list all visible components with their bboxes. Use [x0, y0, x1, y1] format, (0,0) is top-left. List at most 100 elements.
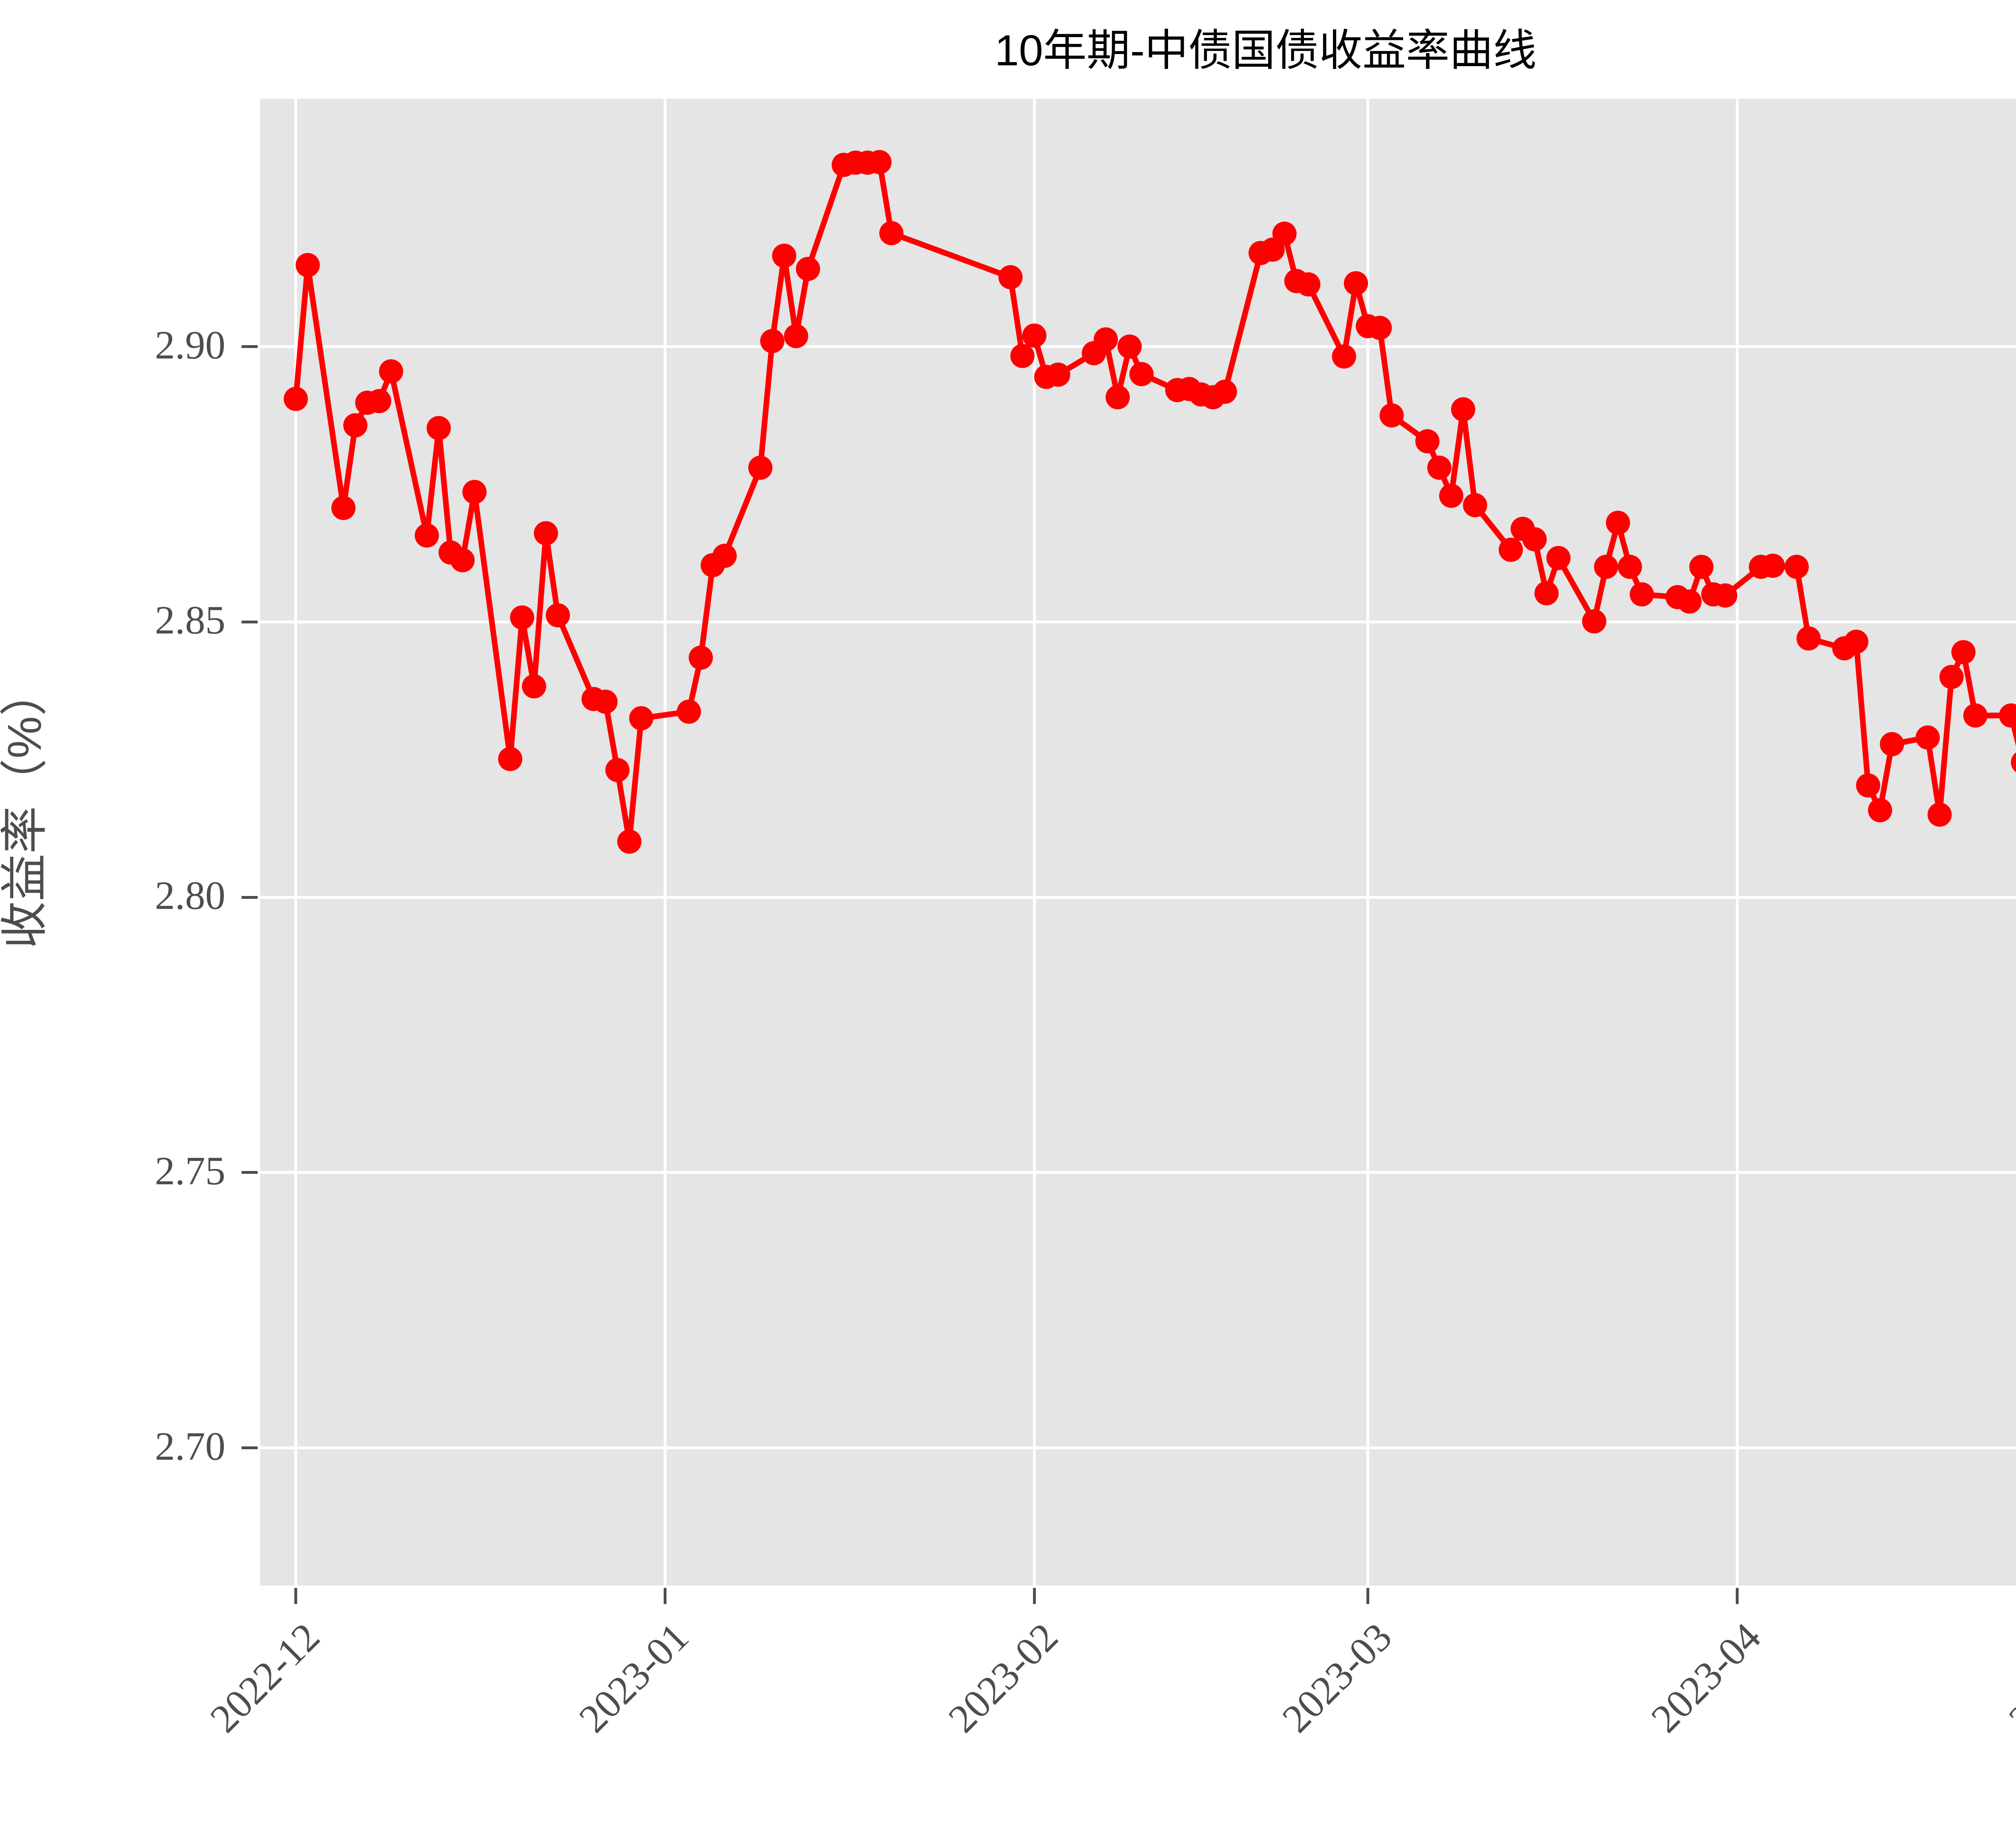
series-point: [1415, 429, 1440, 454]
series-point: [784, 324, 808, 348]
x-axis-tick-label: 2023-03: [1273, 1614, 1400, 1741]
series-point: [1046, 363, 1070, 387]
x-axis-tick-mark: [1735, 1588, 1739, 1604]
series-point: [534, 521, 558, 546]
series-point: [1212, 379, 1237, 404]
y-axis-tick-label: 2.80: [155, 873, 225, 918]
gridline-vertical: [663, 99, 666, 1586]
y-axis-tick-label: 2.90: [155, 322, 225, 367]
series-point: [1677, 589, 1702, 614]
series-point: [1760, 553, 1785, 578]
series-point: [1713, 583, 1737, 608]
chart-title: 10年期-中债国债收益率曲线: [994, 26, 1537, 75]
gridline-vertical: [1735, 99, 1739, 1586]
series-point: [546, 603, 570, 627]
series-point: [1332, 344, 1356, 369]
series-point: [998, 265, 1023, 290]
series-point: [1927, 802, 1952, 827]
gridline-horizontal: [260, 896, 2016, 899]
series-point: [1368, 316, 1392, 340]
series-point: [498, 747, 523, 771]
series-point: [1546, 546, 1571, 570]
series-point: [1439, 483, 1464, 508]
gridline-horizontal: [260, 620, 2016, 623]
x-axis-tick-mark: [1366, 1588, 1369, 1604]
series-point: [1129, 362, 1154, 386]
series-point: [1868, 798, 1892, 823]
series-point: [367, 389, 392, 413]
series-point: [1618, 554, 1642, 579]
series-point: [2011, 752, 2016, 772]
series-point: [748, 455, 773, 480]
series-point: [1272, 221, 1297, 246]
series-point: [1689, 554, 1714, 579]
series-point: [593, 690, 618, 714]
series-point: [1629, 582, 1654, 606]
series-point: [1499, 538, 1523, 562]
x-axis-tick-label: 2023-04: [1643, 1614, 1770, 1741]
series-point: [772, 244, 796, 268]
series-point: [1939, 665, 1964, 689]
series-point: [712, 544, 737, 568]
series-point: [1427, 455, 1452, 480]
series-point: [1022, 323, 1047, 348]
x-axis-tick-mark: [294, 1588, 298, 1604]
series-point: [677, 699, 701, 724]
x-axis-tick-label: 2022-12: [201, 1614, 328, 1741]
gridline-vertical: [294, 99, 298, 1586]
y-axis-tick-mark: [242, 345, 258, 348]
y-axis-label: 收益率（%）: [0, 669, 52, 949]
series-point: [1463, 493, 1487, 517]
series-point: [427, 416, 451, 440]
series-point: [1844, 629, 1868, 654]
gridline-vertical: [1366, 99, 1369, 1586]
series-point: [331, 496, 356, 520]
plot-panel: [260, 99, 2016, 1586]
series-point: [1522, 527, 1547, 552]
series-point: [1010, 344, 1035, 368]
y-axis-tick-label: 2.85: [155, 598, 225, 643]
y-axis-tick-mark: [242, 620, 258, 623]
x-axis-tick-mark: [1033, 1588, 1036, 1604]
series-point: [1296, 272, 1320, 297]
series-point: [450, 548, 475, 573]
series-point: [296, 253, 320, 277]
series-point: [462, 480, 487, 504]
series-point: [510, 605, 534, 630]
series-point: [379, 359, 403, 383]
series-point: [1856, 773, 1881, 798]
series-point: [689, 646, 713, 670]
series-point: [1999, 703, 2016, 728]
series-point: [1785, 554, 1809, 579]
series-point: [629, 706, 654, 731]
y-axis-tick-label: 2.75: [155, 1148, 225, 1193]
x-axis-tick-mark: [663, 1588, 666, 1604]
series-point: [522, 674, 546, 699]
series-point: [283, 387, 308, 411]
series-point: [343, 413, 368, 438]
gridline-horizontal: [260, 1171, 2016, 1174]
series-point: [1379, 403, 1404, 428]
y-axis-tick-label: 2.70: [155, 1423, 225, 1469]
y-axis-tick-mark: [242, 1171, 258, 1174]
series-point: [1534, 581, 1559, 606]
series-point: [1880, 732, 1904, 756]
gridline-vertical: [1033, 99, 1036, 1586]
series-point: [1951, 640, 1976, 665]
series-point: [1343, 271, 1368, 296]
series-point: [1594, 554, 1618, 579]
series-point: [1582, 609, 1606, 633]
series-point: [1451, 397, 1475, 422]
series-point: [1106, 385, 1130, 410]
series-point: [1093, 327, 1118, 352]
series-line: [293, 159, 2016, 845]
x-axis-tick-label: 2023-02: [940, 1614, 1067, 1741]
series-point: [1796, 626, 1821, 651]
series-point: [867, 150, 892, 175]
series-point: [1606, 510, 1630, 535]
x-axis-tick-label: 2023-01: [571, 1614, 698, 1741]
series-point: [796, 256, 820, 281]
series-point: [414, 523, 439, 548]
series-layer: [283, 150, 2016, 854]
